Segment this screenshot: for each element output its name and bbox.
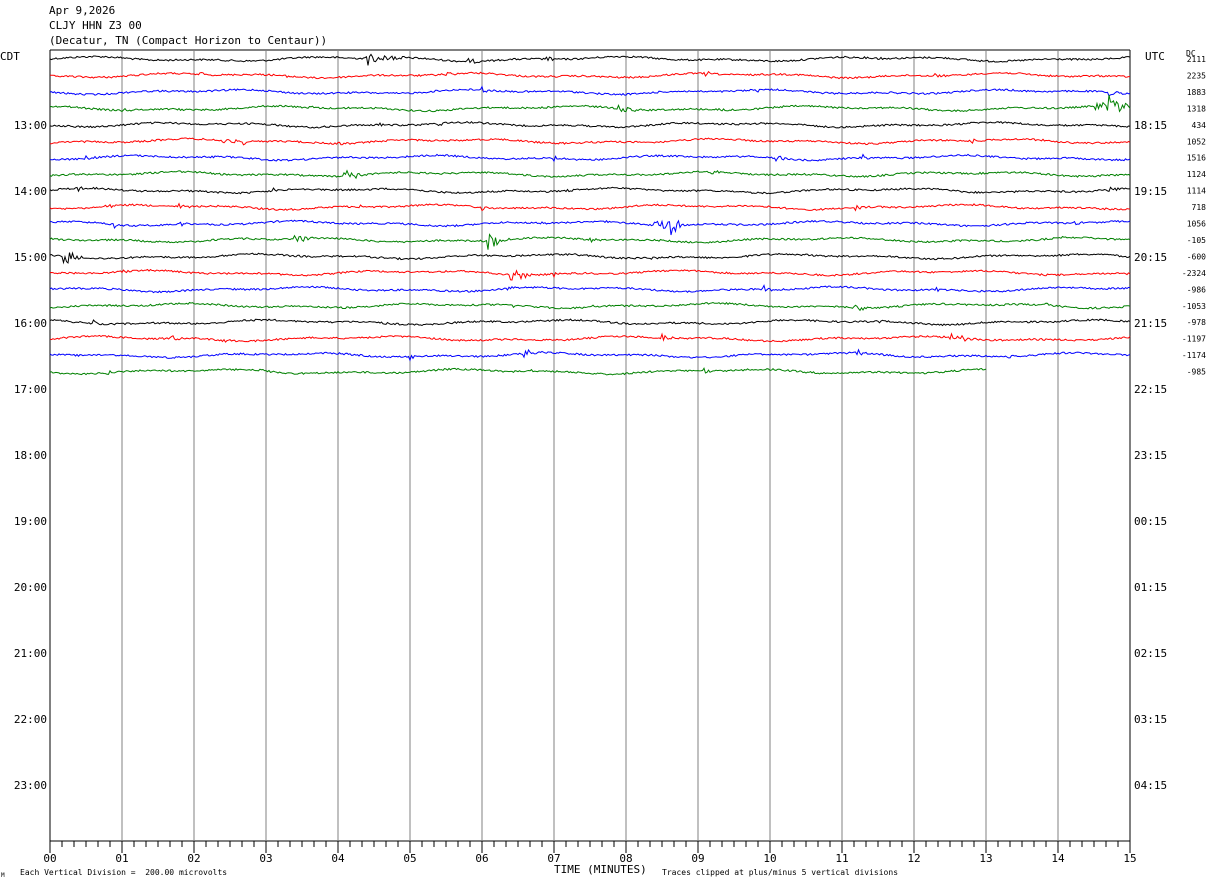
x-tick-label: 13 [979, 852, 992, 865]
dc-offset-label: 1318 [1187, 104, 1206, 113]
x-tick-label: 02 [187, 852, 200, 865]
x-tick-label: 01 [115, 852, 128, 865]
right-timezone-label: UTC [1145, 50, 1165, 63]
left-hour-label: 19:00 [14, 515, 47, 528]
dc-column-label: DC [1186, 49, 1196, 58]
x-tick-label: 11 [835, 852, 848, 865]
dc-offset-label: 434 [1192, 121, 1207, 130]
right-hour-label: 01:15 [1134, 581, 1167, 594]
header-date: Apr 9,2026 [49, 4, 116, 17]
left-hour-label: 23:00 [14, 779, 47, 792]
x-tick-label: 07 [547, 852, 560, 865]
left-hour-label: 14:00 [14, 185, 47, 198]
right-hour-label: 22:15 [1134, 383, 1167, 396]
right-hour-label: 00:15 [1134, 515, 1167, 528]
dc-offset-label: -1197 [1182, 335, 1206, 344]
header-channel: CLJY HHN Z3 00 [49, 19, 142, 32]
seismic-trace [50, 70, 1130, 80]
seismic-trace [50, 219, 1131, 236]
dc-offset-label: 1052 [1187, 137, 1206, 146]
left-hour-label: 16:00 [14, 317, 47, 330]
x-tick-label: 12 [907, 852, 920, 865]
right-hour-label: 19:15 [1134, 185, 1167, 198]
left-hour-label: 13:00 [14, 119, 47, 132]
left-hour-label: 21:00 [14, 647, 47, 660]
dc-offset-label: 1516 [1187, 154, 1206, 163]
right-hour-label: 18:15 [1134, 119, 1167, 132]
x-tick-label: 00 [43, 852, 56, 865]
dc-offset-label: -600 [1187, 252, 1206, 261]
clip-note: Traces clipped at plus/minus 5 vertical … [662, 868, 899, 877]
seismic-trace [49, 367, 987, 376]
right-hour-label: 04:15 [1134, 779, 1167, 792]
x-tick-label: 10 [763, 852, 776, 865]
dc-offset-label: 2235 [1187, 71, 1206, 80]
left-hour-label: 17:00 [14, 383, 47, 396]
dc-offset-label: 1056 [1187, 220, 1206, 229]
x-tick-label: 05 [403, 852, 416, 865]
seismic-trace [49, 318, 1131, 327]
seismic-trace [49, 233, 1131, 250]
corner-mark: M [1, 872, 5, 879]
seismic-trace [49, 120, 1131, 129]
seismic-trace [49, 332, 1131, 343]
x-axis-title: TIME (MINUTES) [554, 863, 647, 876]
seismic-trace [49, 301, 1131, 312]
dc-offset-label: -985 [1187, 368, 1206, 377]
division-note: Each Vertical Division = 200.00 microvol… [20, 868, 228, 877]
x-tick-label: 04 [331, 852, 345, 865]
seismic-trace [50, 137, 1131, 146]
dc-offset-label: 1114 [1187, 187, 1206, 196]
seismic-trace [49, 186, 1130, 195]
left-hour-label: 15:00 [14, 251, 47, 264]
dc-offset-label: -2324 [1182, 269, 1206, 278]
seismic-trace [49, 202, 1131, 212]
dc-offset-label: -1174 [1182, 351, 1206, 360]
x-tick-label: 08 [619, 852, 632, 865]
left-hour-label: 22:00 [14, 713, 47, 726]
right-hour-label: 21:15 [1134, 317, 1167, 330]
dc-offset-label: -1053 [1182, 302, 1206, 311]
x-tick-label: 09 [691, 852, 704, 865]
dc-offset-label: -978 [1187, 318, 1206, 327]
seismic-trace [49, 284, 1131, 294]
right-hour-label: 23:15 [1134, 449, 1167, 462]
left-hour-label: 20:00 [14, 581, 47, 594]
dc-offset-label: 718 [1192, 203, 1207, 212]
seismic-trace [49, 85, 1131, 97]
dc-offset-label: -105 [1187, 236, 1206, 245]
x-tick-label: 15 [1123, 852, 1136, 865]
right-hour-label: 20:15 [1134, 251, 1167, 264]
seismic-trace [49, 169, 1131, 180]
left-timezone-label: CDT [0, 50, 20, 63]
dc-offset-label: 1124 [1187, 170, 1206, 179]
right-hour-label: 03:15 [1134, 713, 1167, 726]
seismic-trace [49, 94, 1131, 113]
seismic-trace [49, 268, 1131, 281]
seismic-trace [49, 251, 1131, 265]
seismic-trace [49, 153, 1131, 163]
seismic-trace [49, 53, 1131, 66]
header-location: (Decatur, TN (Compact Horizon to Centaur… [49, 34, 328, 47]
x-tick-label: 03 [259, 852, 272, 865]
x-tick-label: 06 [475, 852, 488, 865]
x-tick-label: 14 [1051, 852, 1065, 865]
left-hour-label: 18:00 [14, 449, 47, 462]
dc-offset-label: 1883 [1187, 88, 1206, 97]
right-hour-label: 02:15 [1134, 647, 1167, 660]
seismic-trace [49, 348, 1131, 362]
dc-offset-label: -986 [1187, 285, 1206, 294]
dc-offset-label: 2111 [1187, 55, 1206, 64]
